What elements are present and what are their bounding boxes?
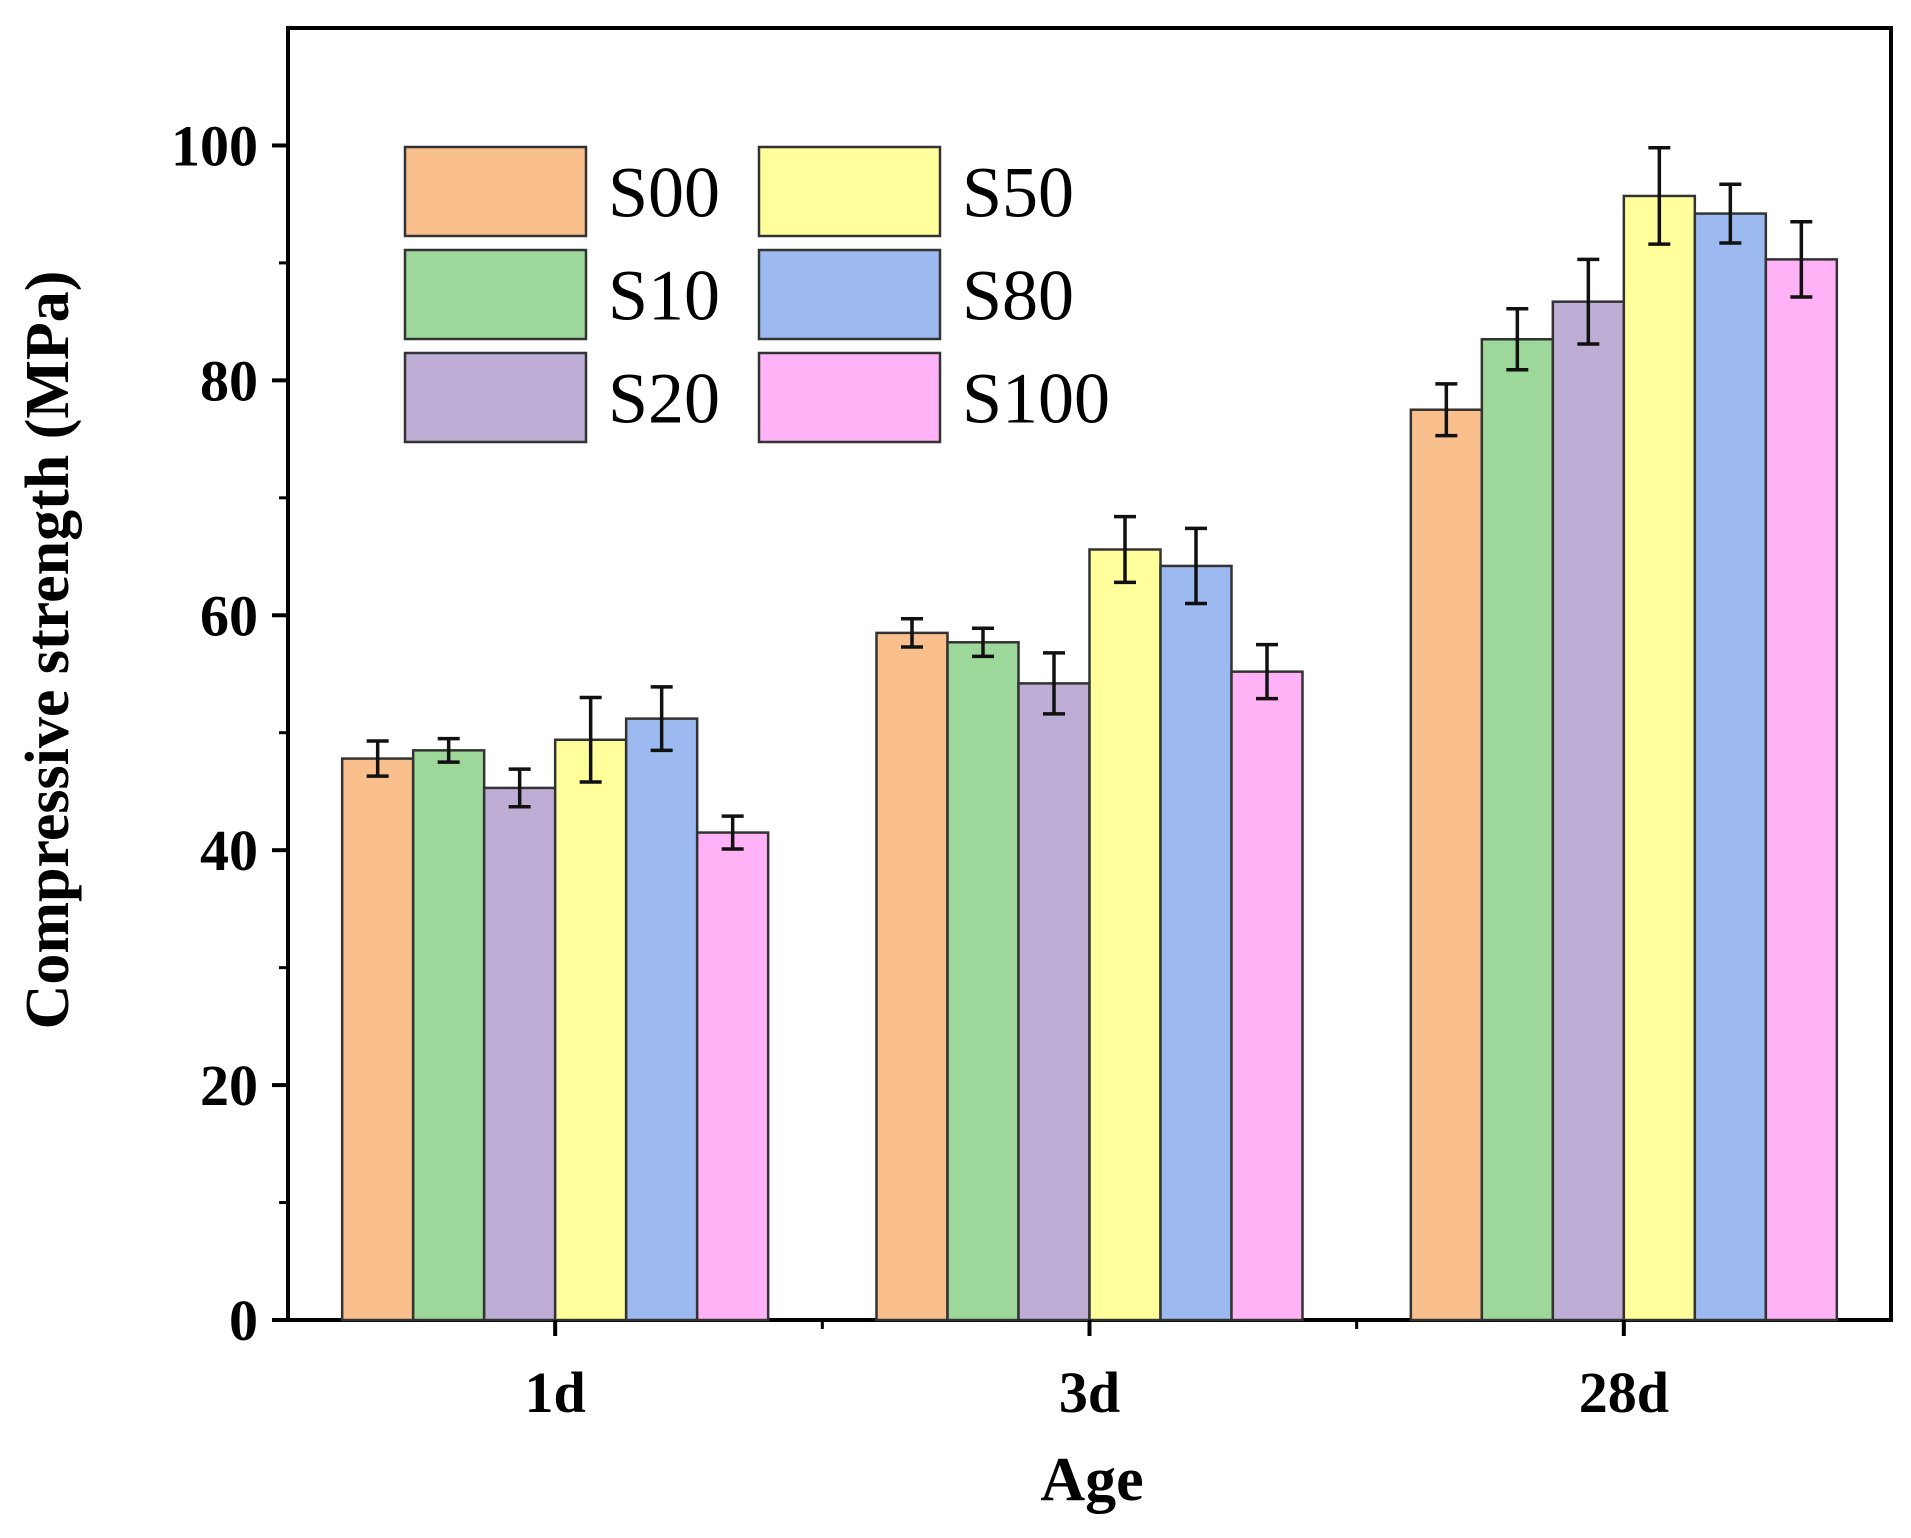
bars bbox=[340, 194, 1839, 1322]
y-tick-label: 100 bbox=[171, 113, 258, 178]
x-tick-label-28d: 28d bbox=[1579, 1360, 1669, 1425]
bar-s50-3d bbox=[1088, 548, 1162, 1322]
bar-s20-1d bbox=[482, 786, 557, 1322]
legend-label-s100: S100 bbox=[962, 359, 1110, 439]
error-bar-s100-28d bbox=[1790, 220, 1813, 299]
x-tick-label-1d: 1d bbox=[525, 1360, 586, 1425]
bar-s10-1d bbox=[411, 749, 486, 1322]
error-bar-s80-1d bbox=[650, 685, 673, 753]
error-bar-s00-3d bbox=[901, 617, 923, 649]
legend-item-s00: S00 bbox=[403, 145, 720, 238]
error-bar-s50-3d bbox=[1114, 514, 1136, 585]
legend: S00 S10 S20 S50 S80 S100 bbox=[403, 145, 1110, 444]
error-bar-s10-3d bbox=[972, 626, 994, 659]
bar-s80-28d bbox=[1693, 212, 1768, 1322]
bar-s00-28d bbox=[1409, 408, 1484, 1322]
legend-label-s20: S20 bbox=[608, 359, 720, 439]
legend-label-s80: S80 bbox=[962, 256, 1074, 336]
bar-s50-1d bbox=[553, 738, 628, 1322]
legend-item-s80: S80 bbox=[757, 248, 1074, 341]
bar-s80-1d bbox=[624, 717, 699, 1322]
error-bar-s100-1d bbox=[721, 814, 744, 851]
legend-item-s10: S10 bbox=[403, 248, 720, 341]
error-bar-s80-28d bbox=[1719, 182, 1742, 245]
bar-s80-3d bbox=[1159, 564, 1233, 1322]
legend-swatch-s20 bbox=[403, 351, 588, 444]
error-bar-s10-1d bbox=[437, 736, 460, 764]
x-axis: 1d 3d 28d bbox=[525, 1320, 1669, 1425]
error-bar-s20-3d bbox=[1043, 651, 1065, 716]
y-tick-label: 20 bbox=[200, 1053, 258, 1118]
legend-item-s50: S50 bbox=[757, 145, 1074, 238]
bar-s50-28d bbox=[1622, 194, 1697, 1322]
error-bar-s20-28d bbox=[1577, 257, 1600, 346]
x-axis-title: Age bbox=[1040, 1446, 1143, 1514]
legend-swatch-s80 bbox=[757, 248, 942, 341]
y-tick-label: 60 bbox=[200, 583, 258, 648]
y-tick-label: 0 bbox=[229, 1288, 258, 1353]
bar-s00-3d bbox=[875, 631, 949, 1322]
x-tick-label-3d: 3d bbox=[1059, 1360, 1120, 1425]
bar-s20-3d bbox=[1017, 682, 1091, 1322]
error-bar-s00-28d bbox=[1435, 382, 1458, 438]
legend-item-s100: S100 bbox=[757, 351, 1110, 444]
legend-swatch-s00 bbox=[403, 145, 588, 238]
bar-s10-3d bbox=[946, 641, 1020, 1322]
legend-swatch-s100 bbox=[757, 351, 942, 444]
error-bar-s80-3d bbox=[1185, 526, 1207, 606]
error-bar-s100-3d bbox=[1256, 642, 1278, 701]
y-axis-title: Compressive strength (MPa) bbox=[14, 271, 82, 1030]
error-bar-s20-1d bbox=[508, 767, 531, 809]
error-bar-s50-28d bbox=[1648, 146, 1671, 246]
bar-s00-1d bbox=[340, 757, 415, 1322]
legend-swatch-s50 bbox=[757, 145, 942, 238]
legend-item-s20: S20 bbox=[403, 351, 720, 444]
bar-s100-28d bbox=[1764, 258, 1839, 1322]
bar-s100-3d bbox=[1230, 670, 1304, 1322]
bar-s20-28d bbox=[1551, 300, 1626, 1322]
error-bar-s10-28d bbox=[1506, 306, 1529, 372]
legend-label-s10: S10 bbox=[608, 256, 720, 336]
error-bar-s00-1d bbox=[366, 739, 389, 778]
bar-s100-1d bbox=[695, 831, 770, 1322]
y-tick-label: 80 bbox=[200, 348, 258, 413]
error-bars bbox=[366, 146, 1813, 851]
y-tick-label: 40 bbox=[200, 818, 258, 883]
legend-swatch-s10 bbox=[403, 248, 588, 341]
y-axis: 0 20 40 60 80 100 bbox=[171, 113, 288, 1353]
legend-label-s50: S50 bbox=[962, 153, 1074, 233]
bar-s10-28d bbox=[1480, 338, 1555, 1322]
error-bar-s50-1d bbox=[579, 695, 602, 784]
legend-label-s00: S00 bbox=[608, 153, 720, 233]
